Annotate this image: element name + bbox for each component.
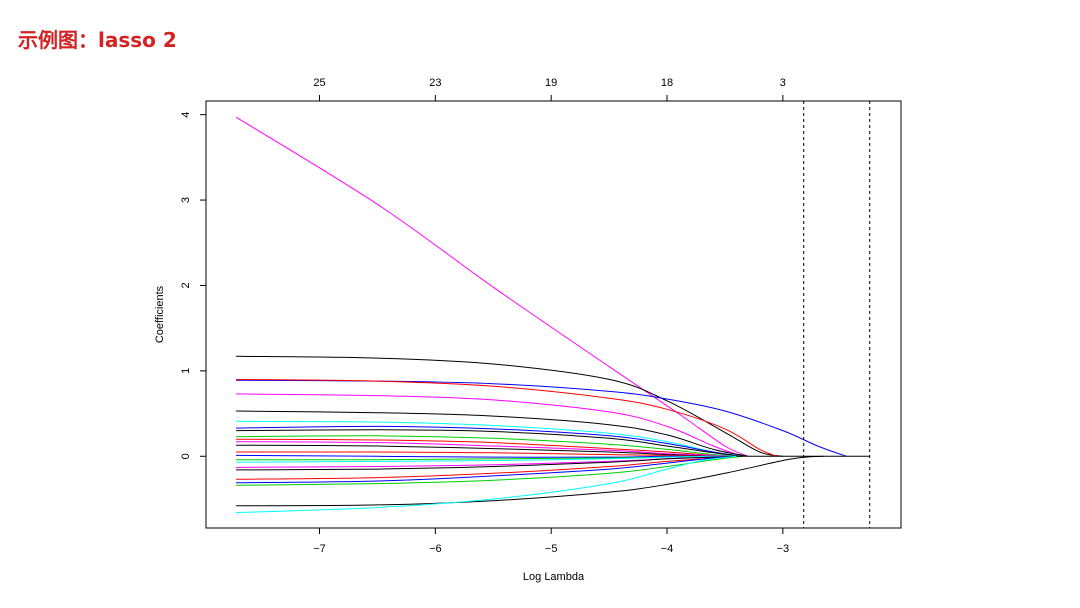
- top-tick-label: 23: [429, 77, 441, 89]
- top-tick-label: 3: [780, 77, 786, 89]
- x-tick-label: −7: [313, 543, 326, 555]
- coefficient-path-24: [236, 455, 737, 514]
- coefficient-path-19: [236, 455, 737, 471]
- coefficient-path-2: [236, 355, 783, 457]
- coefficient-path-23: [236, 455, 824, 507]
- coefficient-path-12: [236, 441, 737, 457]
- coefficient-path-1: [235, 116, 749, 457]
- x-tick-label: −4: [661, 543, 674, 555]
- top-tick-label: 18: [661, 77, 673, 89]
- page-title: 示例图：lasso 2: [18, 28, 177, 52]
- coefficient-path-10: [236, 435, 743, 457]
- x-tick-label: −6: [429, 543, 442, 555]
- y-tick-label: 1: [180, 368, 192, 374]
- coefficient-path-9: [236, 429, 743, 457]
- coefficient-path-6: [236, 410, 749, 457]
- coefficient-path-5: [236, 393, 743, 457]
- x-tick-label: −5: [545, 543, 558, 555]
- y-tick-label: 4: [180, 112, 192, 118]
- coefficient-path-21: [236, 455, 743, 484]
- coefficient-path-8: [236, 425, 743, 457]
- coefficient-path-13: [236, 444, 737, 457]
- coefficient-path-4: [236, 378, 778, 457]
- top-tick-label: 25: [313, 77, 325, 89]
- y-tick-label: 0: [180, 453, 192, 459]
- y-axis-label: Coefficients: [154, 285, 166, 343]
- coefficient-path-17: [236, 455, 737, 463]
- coefficient-path-22: [236, 455, 743, 486]
- plot-frame: [205, 100, 902, 529]
- vline-layer: [803, 101, 871, 528]
- y-tick-label: 2: [180, 282, 192, 288]
- series-layer: [235, 116, 870, 514]
- y-tick-label: 3: [180, 197, 192, 203]
- x-tick-label: −3: [777, 543, 790, 555]
- top-tick-label: 19: [545, 77, 557, 89]
- x-axis-label: Log Lambda: [523, 571, 585, 583]
